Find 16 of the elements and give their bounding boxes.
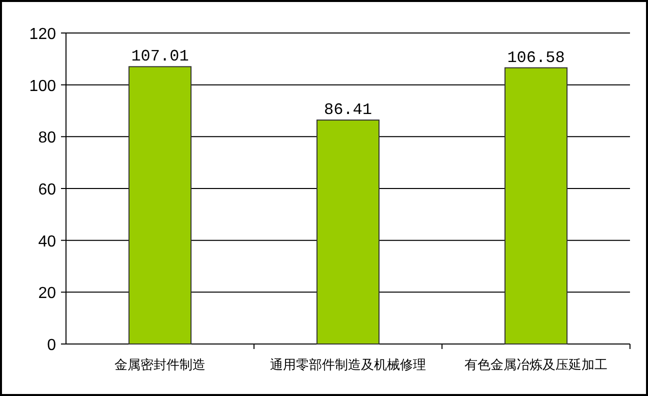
x-tick-label: 通用零部件制造及机械修理 <box>270 358 426 373</box>
y-tick-label: 100 <box>29 78 56 95</box>
y-tick-label: 20 <box>38 285 56 302</box>
y-tick-label: 60 <box>38 182 56 198</box>
x-tick-label: 金属密封件制造 <box>114 358 206 373</box>
bar <box>128 66 192 344</box>
data-label: 86.41 <box>324 101 372 120</box>
y-tick-label: 80 <box>38 130 56 147</box>
data-label: 107.01 <box>131 48 189 66</box>
bar <box>504 67 568 344</box>
bar <box>316 120 380 344</box>
y-tick-label: 0 <box>47 337 56 354</box>
x-tick-label: 有色金属冶炼及压延加工 <box>464 358 608 373</box>
data-label: 106.58 <box>507 48 565 67</box>
y-tick-label: 120 <box>29 26 56 43</box>
y-tick-label: 40 <box>38 233 56 250</box>
